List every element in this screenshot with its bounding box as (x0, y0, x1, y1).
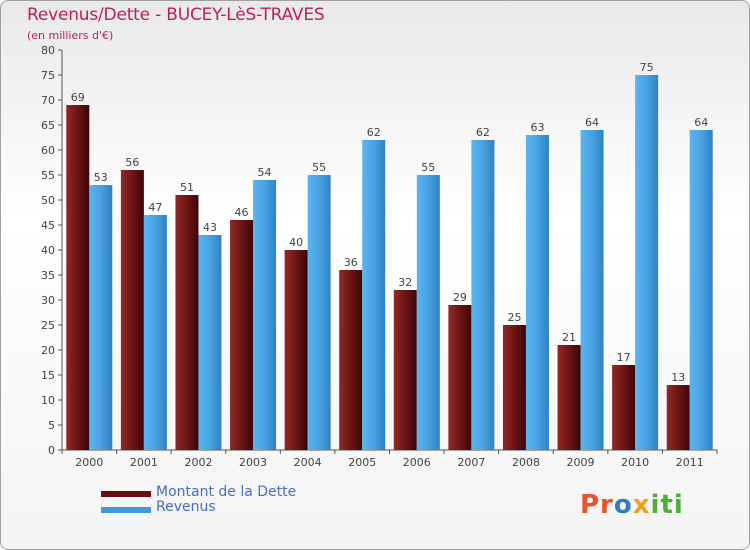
data-label-debt-2002: 51 (180, 181, 194, 194)
bar-revenue-2007 (471, 140, 495, 450)
data-label-revenue-2003: 54 (258, 166, 272, 179)
y-tick-label: 80 (41, 44, 55, 57)
y-tick-label: 30 (41, 294, 55, 307)
bar-debt-2002 (175, 195, 199, 450)
bar-revenue-2005 (362, 140, 386, 450)
data-label-debt-2010: 17 (617, 351, 631, 364)
bar-debt-2000 (66, 105, 90, 450)
bar-debt-2005 (339, 270, 363, 450)
bar-revenue-2001 (143, 215, 167, 450)
y-tick-label: 0 (48, 444, 55, 457)
data-label-revenue-2010: 75 (640, 61, 654, 74)
bar-revenue-2002 (198, 235, 222, 450)
bar-revenue-2000 (89, 185, 113, 450)
bar-debt-2009 (557, 345, 581, 450)
legend-label-debt: Montant de la Dette (156, 484, 297, 500)
bar-debt-2006 (393, 290, 417, 450)
x-tick-label: 2010 (621, 456, 649, 469)
data-label-debt-2000: 69 (71, 91, 85, 104)
data-label-debt-2011: 13 (671, 371, 685, 384)
y-tick-label: 55 (41, 169, 55, 182)
data-label-revenue-2002: 43 (203, 221, 217, 234)
bar-debt-2011 (666, 385, 690, 450)
chart-subtitle: (en milliers d'€) (27, 29, 114, 42)
bar-revenue-2008 (525, 135, 549, 450)
bar-revenue-2010 (635, 75, 659, 450)
bars (66, 75, 713, 450)
legend-swatch-revenue (101, 507, 151, 513)
data-label-revenue-2009: 64 (585, 116, 599, 129)
axes: 0 5 10 15 20 25 30 35 40 45 50 55 60 65 70 75 80 2000 2001… (41, 44, 718, 469)
y-tick-label: 50 (41, 194, 55, 207)
chart-title: Revenus/Dette - BUCEY-LèS-TRAVES (27, 5, 325, 25)
data-label-revenue-2004: 55 (312, 161, 326, 174)
y-tick-label: 10 (41, 394, 55, 407)
y-tick-label: 65 (41, 119, 55, 132)
x-tick-label: 2008 (512, 456, 540, 469)
x-tick-label: 2006 (403, 456, 431, 469)
bar-revenue-2006 (416, 175, 440, 450)
y-tick-label: 5 (48, 419, 55, 432)
bar-revenue-2011 (689, 130, 713, 450)
x-tick-label: 2002 (184, 456, 212, 469)
data-label-revenue-2011: 64 (694, 116, 708, 129)
y-tick-label: 25 (41, 319, 55, 332)
data-label-revenue-2001: 47 (148, 201, 162, 214)
y-tick-label: 20 (41, 344, 55, 357)
y-tick-label: 35 (41, 269, 55, 282)
data-label-debt-2009: 21 (562, 331, 576, 344)
bar-debt-2003 (230, 220, 254, 450)
data-label-debt-2005: 36 (344, 256, 358, 269)
bar-debt-2007 (448, 305, 472, 450)
x-tick-label: 2003 (239, 456, 267, 469)
legend-swatch-debt (101, 491, 151, 497)
y-tick-label: 15 (41, 369, 55, 382)
bar-debt-2001 (120, 170, 144, 450)
bar-revenue-2004 (307, 175, 331, 450)
y-tick-label: 60 (41, 144, 55, 157)
x-tick-label: 2000 (75, 456, 103, 469)
data-label-revenue-2000: 53 (94, 171, 108, 184)
bar-debt-2004 (284, 250, 308, 450)
data-label-debt-2003: 46 (235, 206, 249, 219)
data-label-revenue-2006: 55 (421, 161, 435, 174)
data-label-revenue-2005: 62 (367, 126, 381, 139)
data-label-debt-2008: 25 (507, 311, 521, 324)
bar-revenue-2009 (580, 130, 604, 450)
x-tick-label: 2007 (457, 456, 485, 469)
data-label-debt-2007: 29 (453, 291, 467, 304)
bar-revenue-2003 (253, 180, 277, 450)
data-label-debt-2004: 40 (289, 236, 303, 249)
x-tick-label: 2011 (676, 456, 704, 469)
y-tick-label: 75 (41, 69, 55, 82)
legend-label-revenue: Revenus (156, 499, 216, 515)
data-label-debt-2001: 56 (125, 156, 139, 169)
x-tick-label: 2009 (567, 456, 595, 469)
y-tick-label: 40 (41, 244, 55, 257)
y-tick-label: 70 (41, 94, 55, 107)
data-label-debt-2006: 32 (398, 276, 412, 289)
x-tick-label: 2001 (130, 456, 158, 469)
data-label-revenue-2007: 62 (476, 126, 490, 139)
data-labels: 69 53 56 47 51 43 46 54 40 55 36 62 32 55 29 62 25 63 21 64… (71, 61, 708, 384)
bar-debt-2008 (502, 325, 526, 450)
x-tick-label: 2005 (348, 456, 376, 469)
y-tick-label: 45 (41, 219, 55, 232)
data-label-revenue-2008: 63 (530, 121, 544, 134)
bar-debt-2010 (612, 365, 636, 450)
proxiti-logo: Proxiti (580, 490, 684, 520)
x-tick-label: 2004 (294, 456, 322, 469)
